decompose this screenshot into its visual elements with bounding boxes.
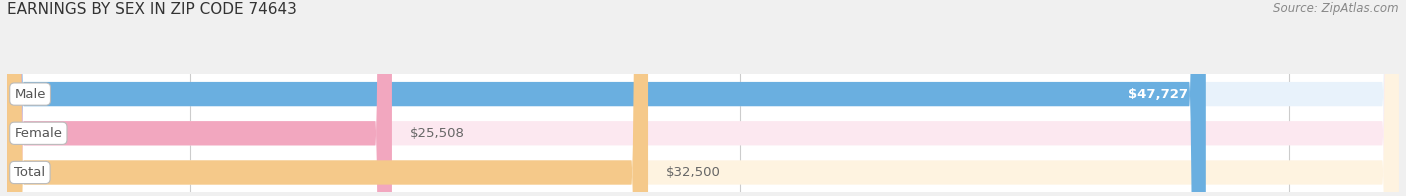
- Text: $25,508: $25,508: [411, 127, 465, 140]
- Text: Total: Total: [14, 166, 45, 179]
- Text: EARNINGS BY SEX IN ZIP CODE 74643: EARNINGS BY SEX IN ZIP CODE 74643: [7, 2, 297, 17]
- FancyBboxPatch shape: [7, 0, 392, 196]
- FancyBboxPatch shape: [7, 0, 1399, 196]
- Text: $32,500: $32,500: [666, 166, 721, 179]
- FancyBboxPatch shape: [7, 0, 1206, 196]
- Text: Source: ZipAtlas.com: Source: ZipAtlas.com: [1274, 2, 1399, 15]
- FancyBboxPatch shape: [7, 0, 648, 196]
- Text: Male: Male: [14, 88, 46, 101]
- Text: $47,727: $47,727: [1128, 88, 1188, 101]
- FancyBboxPatch shape: [7, 0, 1399, 196]
- Text: Female: Female: [14, 127, 62, 140]
- FancyBboxPatch shape: [7, 0, 1399, 196]
